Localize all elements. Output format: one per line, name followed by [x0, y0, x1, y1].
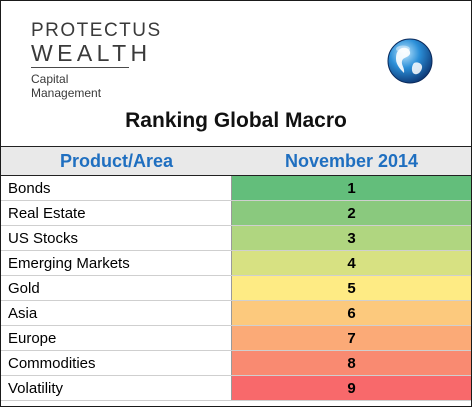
header-month: November 2014: [284, 150, 419, 171]
brand-divider: [31, 67, 129, 68]
table-row: Real Estate 2: [1, 201, 471, 226]
brand-name-line1: PROTECTUS: [31, 20, 162, 41]
row-rank: 1: [232, 176, 471, 200]
row-name: US Stocks: [1, 226, 232, 250]
table-row: US Stocks 3: [1, 226, 471, 251]
row-rank: 2: [232, 201, 471, 225]
globe-icon: [387, 38, 433, 84]
row-rank: 8: [232, 351, 471, 375]
row-rank: 7: [232, 326, 471, 350]
brand-logo: PROTECTUS WEALTH Capital Management: [31, 20, 162, 100]
row-name: Volatility: [1, 376, 232, 400]
table-row: Commodities 8: [1, 351, 471, 376]
row-rank: 5: [232, 276, 471, 300]
row-name: Asia: [1, 301, 232, 325]
row-rank: 3: [232, 226, 471, 250]
ranking-table: Product/Area November 2014 Bonds 1 Real …: [1, 146, 471, 401]
row-name: Real Estate: [1, 201, 232, 225]
table-row: Gold 5: [1, 276, 471, 301]
row-rank: 9: [232, 376, 471, 400]
row-name: Commodities: [1, 351, 232, 375]
row-rank: 6: [232, 301, 471, 325]
row-name: Gold: [1, 276, 232, 300]
table-row: Volatility 9: [1, 376, 471, 401]
table-header: Product/Area November 2014: [1, 146, 471, 176]
table-row: Europe 7: [1, 326, 471, 351]
table-row: Bonds 1: [1, 176, 471, 201]
row-name: Emerging Markets: [1, 251, 232, 275]
brand-name-line2: WEALTH: [31, 40, 152, 66]
table-row: Asia 6: [1, 301, 471, 326]
report-title: Ranking Global Macro: [125, 109, 347, 132]
brand-tagline: Capital Management: [31, 72, 102, 100]
row-name: Europe: [1, 326, 232, 350]
row-rank: 4: [232, 251, 471, 275]
table-row: Emerging Markets 4: [1, 251, 471, 276]
header-product-area: Product/Area: [59, 150, 174, 171]
row-name: Bonds: [1, 176, 232, 200]
